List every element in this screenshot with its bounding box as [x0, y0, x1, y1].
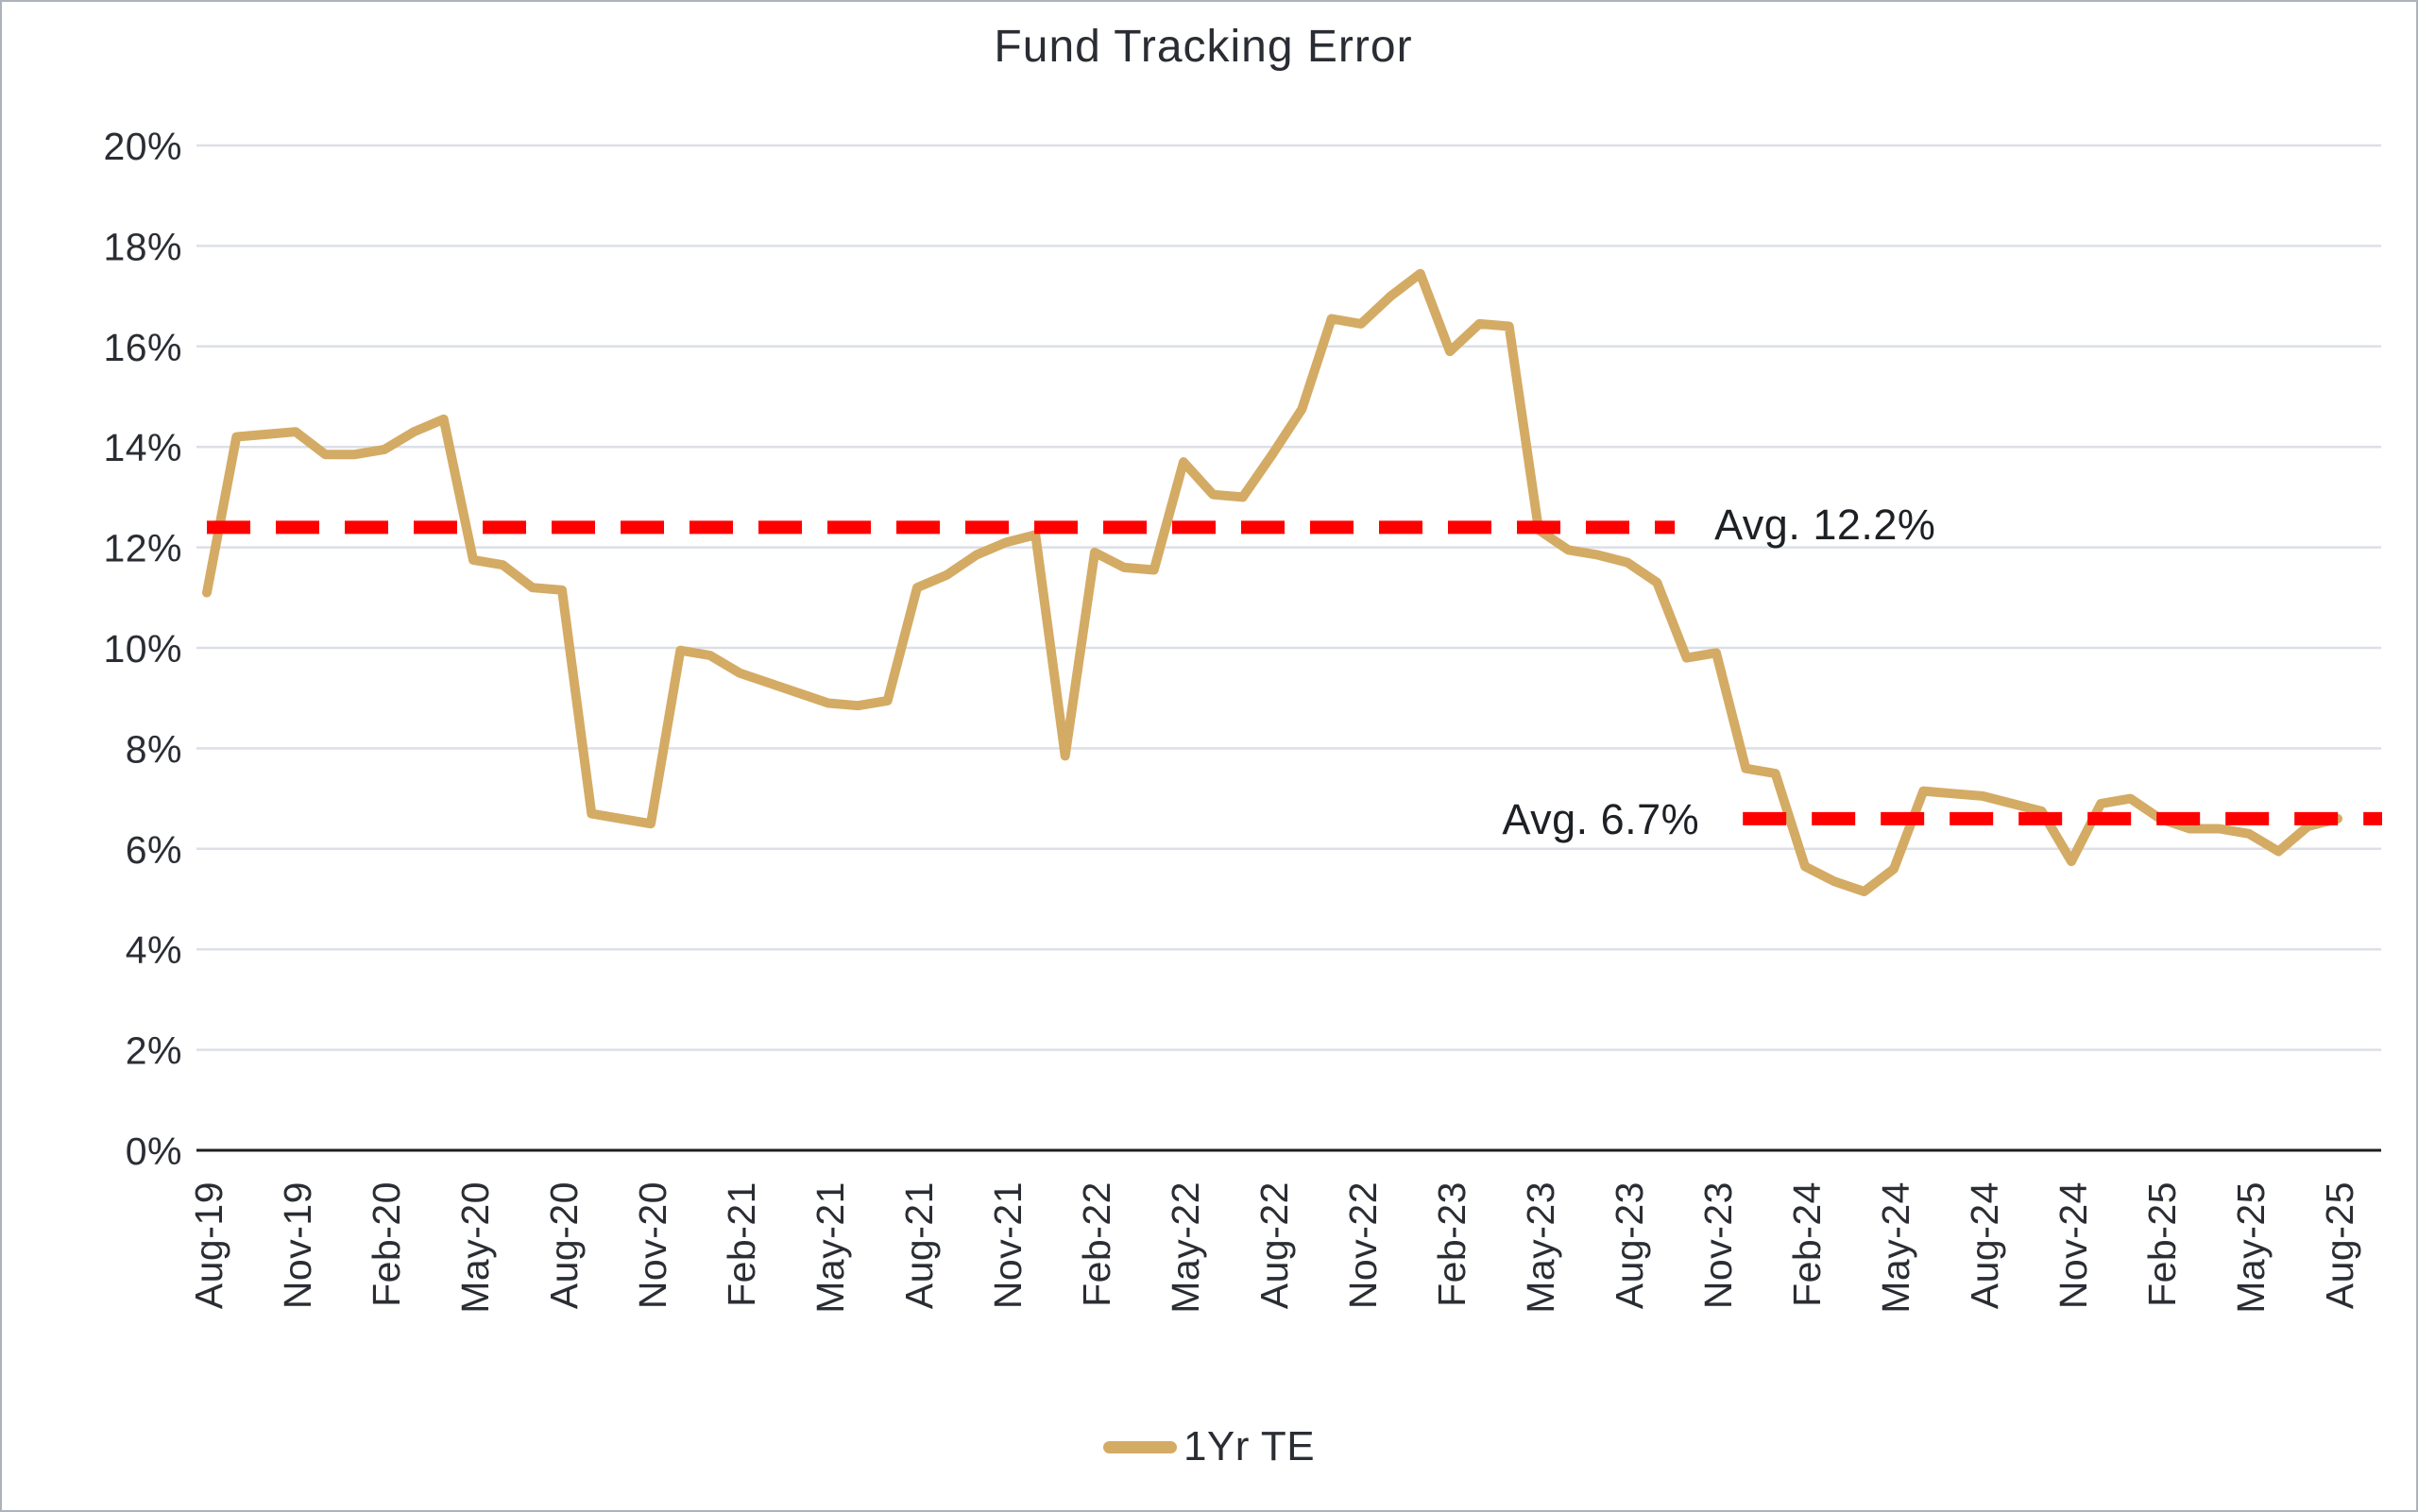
y-axis-tick-label: 12%: [103, 527, 182, 570]
y-axis-tick-label: 16%: [103, 326, 182, 369]
x-axis-tick-label: Feb-23: [1430, 1181, 1473, 1307]
y-axis-tick-label: 8%: [126, 727, 182, 771]
legend: 1Yr TE: [2, 1423, 2416, 1470]
y-axis-tick-label: 14%: [103, 426, 182, 469]
y-axis-tick-label: 20%: [103, 125, 182, 168]
x-axis-tick-label: Feb-25: [2140, 1181, 2184, 1307]
avg-12.2-label: Avg. 12.2%: [1714, 501, 1936, 550]
legend-series-label: 1Yr TE: [1183, 1423, 1316, 1470]
x-axis-tick-label: May-22: [1164, 1181, 1207, 1314]
avg-6.7-label: Avg. 6.7%: [1502, 794, 1700, 843]
x-axis-tick-label: May-23: [1519, 1181, 1562, 1314]
x-axis-tick-label: Aug-19: [187, 1181, 230, 1309]
x-axis-tick-label: May-21: [809, 1181, 852, 1314]
x-axis-tick-label: Aug-20: [542, 1181, 586, 1309]
y-axis-tick-label: 2%: [126, 1029, 182, 1073]
y-axis-tick-label: 6%: [126, 828, 182, 872]
x-axis-tick-label: Feb-21: [720, 1181, 763, 1307]
x-axis-tick-label: Aug-24: [1963, 1181, 2006, 1309]
x-axis-tick-label: Feb-20: [365, 1181, 408, 1307]
x-axis-tick-label: May-25: [2229, 1181, 2273, 1314]
x-axis-tick-label: Aug-25: [2318, 1181, 2361, 1309]
x-axis-tick-label: May-20: [453, 1181, 497, 1314]
x-axis-tick-label: Feb-22: [1075, 1181, 1118, 1307]
x-axis-tick-label: Nov-23: [1696, 1181, 1740, 1309]
x-axis-tick-label: Feb-24: [1785, 1181, 1829, 1307]
x-axis-tick-label: Aug-21: [897, 1181, 941, 1309]
x-axis-tick-label: Nov-20: [631, 1181, 674, 1309]
x-axis-tick-label: Aug-22: [1252, 1181, 1296, 1309]
y-axis-tick-label: 0%: [126, 1130, 182, 1173]
x-axis-tick-label: Nov-22: [1341, 1181, 1385, 1309]
x-axis-tick-label: Aug-23: [1608, 1181, 1651, 1309]
y-axis-tick-label: 4%: [126, 928, 182, 972]
x-axis-tick-label: May-24: [1874, 1181, 1917, 1314]
y-axis-tick-label: 18%: [103, 225, 182, 268]
y-axis-tick-label: 10%: [103, 627, 182, 671]
te-series-line: [202, 268, 2342, 896]
x-axis-tick-label: Nov-19: [276, 1181, 319, 1309]
x-axis-tick-label: Nov-21: [986, 1181, 1030, 1309]
chart-title: Fund Tracking Error: [994, 22, 1413, 72]
x-axis-tick-label: Nov-24: [2052, 1181, 2095, 1309]
series-line-swatch-icon: [1102, 1440, 1177, 1453]
